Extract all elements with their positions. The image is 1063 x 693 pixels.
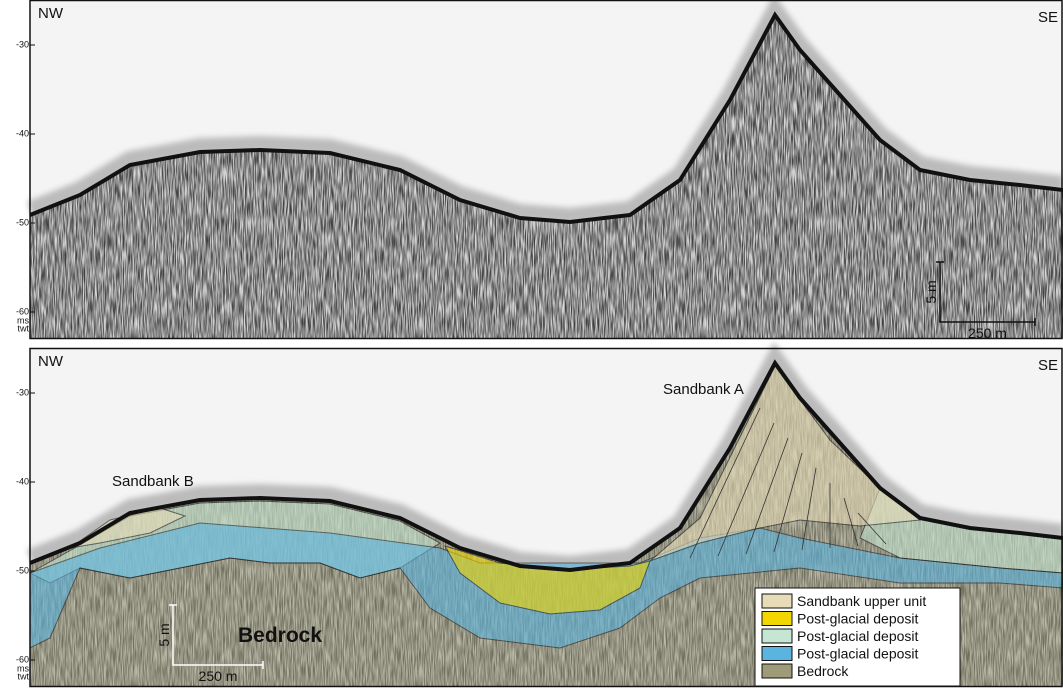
tick-label: -40	[16, 128, 29, 138]
legend-swatch	[762, 664, 792, 678]
direction-label: NW	[38, 5, 64, 22]
annotation: Bedrock	[238, 624, 322, 647]
legend-swatch	[762, 594, 792, 608]
tick-label: -50	[16, 217, 29, 227]
tick-label: -50	[16, 565, 29, 575]
legend-swatch	[762, 647, 792, 661]
direction-label: SE	[1038, 357, 1058, 374]
scale-label: 5 m	[156, 623, 172, 646]
direction-label: NW	[38, 353, 64, 370]
legend-label: Sandbank upper unit	[797, 593, 926, 609]
scale-label: 5 m	[923, 280, 939, 303]
annotation: Sandbank B	[112, 473, 194, 490]
tick-label: -40	[16, 476, 29, 486]
legend-swatch	[762, 629, 792, 643]
figure: NWSE-30-40-50-60mstwt5 m250 m NWSE-30-40…	[0, 0, 1063, 693]
tick-label: -30	[16, 387, 29, 397]
scale-label: 250 m	[968, 325, 1007, 341]
legend-swatch	[762, 612, 792, 626]
tick-label: -30	[16, 39, 29, 49]
scale-label: 250 m	[199, 668, 238, 684]
unit-label: twt	[17, 671, 29, 681]
legend-label: Post-glacial deposit	[797, 611, 919, 627]
annotation: Sandbank A	[663, 381, 744, 398]
direction-label: SE	[1038, 9, 1058, 26]
legend-label: Bedrock	[797, 663, 849, 679]
unit-label: twt	[17, 323, 29, 333]
legend-label: Post-glacial deposit	[797, 628, 919, 644]
legend-label: Post-glacial deposit	[797, 646, 919, 662]
